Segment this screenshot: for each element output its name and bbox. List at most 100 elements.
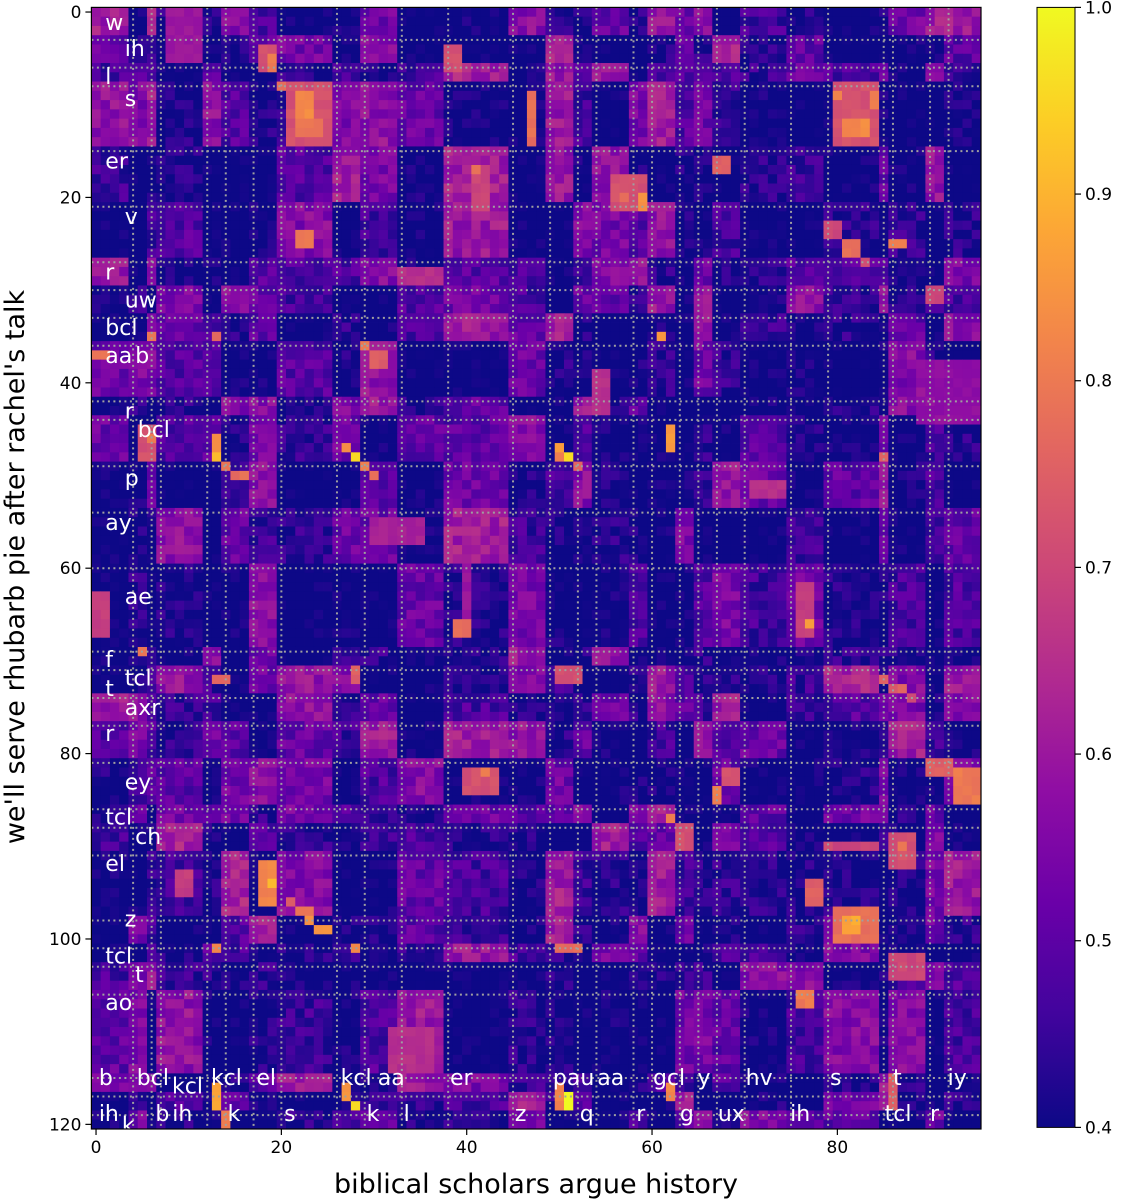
heatmap-cell bbox=[536, 137, 546, 147]
heatmap-cell bbox=[119, 72, 129, 82]
heatmap-cell bbox=[276, 480, 287, 490]
heatmap-cell bbox=[953, 229, 963, 240]
heatmap-cell bbox=[536, 480, 546, 490]
heatmap-cell bbox=[239, 192, 250, 203]
heatmap-cell bbox=[313, 220, 324, 231]
heatmap-cell bbox=[221, 109, 231, 120]
heatmap-cell bbox=[823, 72, 834, 82]
heatmap-cell bbox=[350, 480, 361, 490]
heatmap-cell bbox=[239, 480, 250, 490]
heatmap-cell bbox=[628, 304, 639, 314]
heatmap-cell bbox=[823, 100, 834, 110]
heatmap-cell bbox=[517, 81, 528, 92]
heatmap-cell bbox=[406, 16, 417, 27]
heatmap-cell bbox=[971, 183, 982, 194]
heatmap-cell bbox=[916, 294, 926, 305]
heatmap-cell bbox=[100, 368, 111, 379]
heatmap-cell bbox=[313, 155, 324, 166]
heatmap-cell bbox=[869, 304, 880, 314]
heatmap-cell bbox=[777, 350, 787, 361]
heatmap-cell bbox=[378, 118, 389, 129]
heatmap-cell bbox=[554, 424, 565, 435]
heatmap-cell bbox=[258, 109, 268, 120]
heatmap-cell bbox=[619, 229, 630, 240]
heatmap-cell bbox=[934, 350, 945, 361]
heatmap-cell bbox=[934, 304, 945, 314]
heatmap-cell bbox=[91, 118, 102, 129]
heatmap-cell bbox=[184, 90, 194, 101]
heatmap-cell bbox=[378, 331, 389, 342]
heatmap-cell bbox=[536, 257, 546, 268]
heatmap-cell bbox=[165, 90, 176, 101]
heatmap-cell bbox=[619, 155, 630, 166]
heatmap-cell bbox=[425, 331, 435, 342]
heatmap-cell bbox=[397, 63, 407, 73]
heatmap-cell bbox=[962, 378, 973, 388]
heatmap-cell bbox=[869, 7, 880, 18]
heatmap-cell bbox=[804, 387, 815, 398]
heatmap-cell bbox=[499, 304, 509, 314]
heatmap-cell bbox=[211, 202, 222, 212]
heatmap-cell bbox=[906, 443, 917, 453]
heatmap-cell bbox=[221, 387, 231, 398]
heatmap-cell bbox=[610, 109, 620, 120]
heatmap-cell bbox=[378, 304, 389, 314]
heatmap-cell bbox=[888, 341, 898, 351]
heatmap-cell bbox=[239, 461, 250, 472]
heatmap-cell bbox=[387, 405, 398, 416]
heatmap-cell bbox=[332, 368, 342, 379]
heatmap-cell bbox=[397, 304, 407, 314]
heatmap-cell bbox=[619, 285, 630, 296]
heatmap-cell bbox=[415, 257, 426, 268]
heatmap-cell bbox=[276, 35, 287, 45]
heatmap-cell bbox=[100, 470, 111, 481]
heatmap-cell bbox=[258, 220, 268, 231]
heatmap-cell bbox=[721, 239, 732, 249]
heatmap-cell bbox=[971, 452, 982, 462]
heatmap-cell bbox=[851, 433, 861, 444]
heatmap-cell bbox=[387, 285, 398, 296]
heatmap-cell bbox=[387, 25, 398, 36]
heatmap-cell bbox=[480, 146, 491, 157]
heatmap-cell bbox=[610, 16, 620, 27]
heatmap-cell bbox=[591, 137, 602, 147]
heatmap-cell bbox=[406, 53, 417, 64]
heatmap-cell bbox=[323, 304, 333, 314]
heatmap-cell bbox=[777, 7, 787, 18]
heatmap-cell bbox=[860, 276, 871, 286]
heatmap-cell bbox=[703, 350, 713, 361]
heatmap-cell bbox=[888, 387, 898, 398]
heatmap-cell bbox=[443, 35, 454, 45]
heatmap-cell bbox=[434, 220, 444, 231]
heatmap-cell bbox=[137, 53, 148, 64]
heatmap-cell bbox=[119, 127, 129, 138]
heatmap-cell bbox=[415, 304, 426, 314]
heatmap-cell bbox=[545, 387, 556, 398]
heatmap-cell bbox=[425, 285, 435, 296]
heatmap-cell bbox=[276, 248, 287, 259]
heatmap-cell bbox=[202, 137, 213, 147]
heatmap-cell bbox=[656, 294, 667, 305]
heatmap-cell bbox=[387, 313, 398, 323]
heatmap-cell bbox=[109, 127, 120, 138]
heatmap-cell bbox=[230, 350, 241, 361]
heatmap-cell bbox=[406, 266, 417, 277]
heatmap-cell bbox=[943, 452, 954, 462]
heatmap-cell bbox=[489, 276, 500, 286]
heatmap-cell bbox=[749, 72, 759, 82]
heatmap-cell bbox=[703, 304, 713, 314]
heatmap-cell bbox=[675, 44, 685, 55]
heatmap-cell bbox=[573, 16, 583, 27]
heatmap-cell bbox=[258, 239, 268, 249]
heatmap-cell bbox=[286, 7, 296, 18]
heatmap-cell bbox=[554, 239, 565, 249]
heatmap-cell bbox=[564, 405, 574, 416]
heatmap-cell bbox=[684, 350, 695, 361]
heatmap-cell bbox=[656, 368, 667, 379]
heatmap-cell bbox=[165, 44, 176, 55]
heatmap-cell bbox=[647, 331, 658, 342]
heatmap-cell bbox=[869, 127, 880, 138]
heatmap-cell bbox=[258, 16, 268, 27]
heatmap-cell bbox=[425, 257, 435, 268]
heatmap-cell bbox=[480, 396, 491, 407]
